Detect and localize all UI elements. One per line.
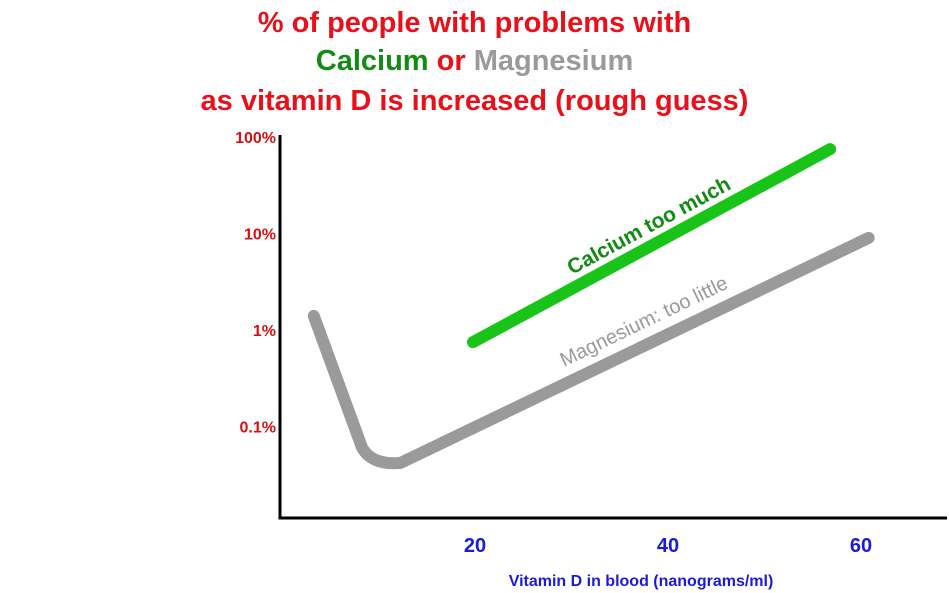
y-tick-label: 0.1% bbox=[240, 420, 276, 437]
title-calcium-word: Calcium bbox=[315, 45, 429, 77]
x-tick-label: 20 bbox=[464, 535, 486, 557]
magnesium-series-line bbox=[307, 231, 875, 470]
calcium-series-label: Calcium too much bbox=[563, 173, 734, 280]
chart-title-line-1: % of people with problems with bbox=[257, 7, 692, 39]
chart-title-line-2: Calcium or Magnesium bbox=[0, 42, 949, 80]
x-tick-label: 40 bbox=[657, 535, 679, 557]
x-axis-label: Vitamin D in blood (nanograms/ml) bbox=[509, 573, 774, 590]
y-tick-label: 10% bbox=[244, 227, 276, 244]
x-tick-label: 60 bbox=[850, 535, 872, 557]
chart-title-line-3: as vitamin D is increased (rough guess) bbox=[200, 85, 749, 117]
calcium-series-line bbox=[467, 143, 837, 349]
y-tick-label: 1% bbox=[253, 323, 276, 340]
y-tick-label: 100% bbox=[235, 130, 276, 147]
title-or-word: or bbox=[428, 45, 474, 77]
title-magnesium-word: Magnesium bbox=[473, 45, 634, 77]
